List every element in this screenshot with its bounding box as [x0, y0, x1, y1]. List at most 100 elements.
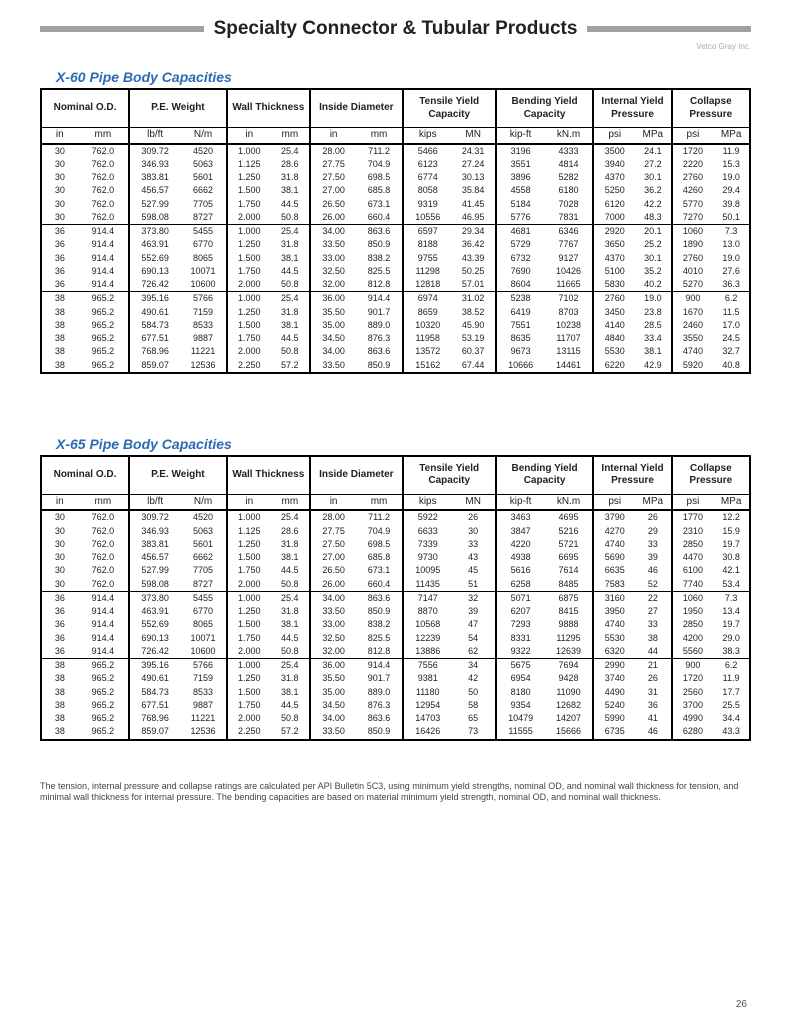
- cell: 10600: [180, 645, 226, 659]
- cell: 762.0: [78, 578, 129, 592]
- cell: 24.5: [713, 332, 750, 345]
- table-row: 38965.2768.96112212.00050.834.00863.6135…: [41, 345, 750, 358]
- col-group-header: Internal Yield Pressure: [593, 456, 671, 495]
- cell: 1.750: [227, 632, 271, 645]
- cell: 4010: [672, 265, 714, 278]
- cell: 1.750: [227, 332, 271, 345]
- cell: 46: [635, 564, 672, 577]
- brand-label: Vetco Gray Inc.: [40, 42, 751, 51]
- cell: 25.4: [271, 591, 310, 605]
- cell: 11221: [180, 712, 226, 725]
- col-unit-header: mm: [271, 494, 310, 510]
- cell: 4814: [545, 158, 594, 171]
- cell: 4740: [672, 345, 714, 358]
- cell: 53.19: [452, 332, 496, 345]
- cell: 15666: [545, 725, 594, 739]
- cell: 4200: [672, 632, 714, 645]
- col-group-header: Collapse Pressure: [672, 456, 750, 495]
- cell: 5690: [593, 551, 635, 564]
- cell: 7147: [403, 591, 452, 605]
- cell: 33.50: [310, 725, 356, 739]
- cell: 850.9: [356, 238, 402, 251]
- cell: 12.2: [713, 510, 750, 524]
- cell: 4490: [593, 686, 635, 699]
- cell: 8058: [403, 184, 452, 197]
- cell: 45: [452, 564, 496, 577]
- cell: 5250: [593, 184, 635, 197]
- cell: 965.2: [78, 725, 129, 739]
- col-group-header: Wall Thickness: [227, 89, 310, 128]
- table-row: 30762.0527.9977051.75044.526.50673.19319…: [41, 198, 750, 211]
- cell: 24.1: [635, 144, 672, 158]
- cell: 5766: [180, 659, 226, 673]
- table-row: 30762.0309.7245201.00025.428.00711.25466…: [41, 144, 750, 158]
- cell: 36: [41, 605, 78, 618]
- cell: 850.9: [356, 359, 402, 373]
- col-unit-header: kN.m: [545, 128, 594, 144]
- cell: 7.3: [713, 591, 750, 605]
- cell: 673.1: [356, 564, 402, 577]
- table-row: 38965.2584.7385331.50038.135.00889.01032…: [41, 319, 750, 332]
- cell: 36: [41, 632, 78, 645]
- cell: 527.99: [129, 564, 180, 577]
- cell: 31.8: [271, 238, 310, 251]
- cell: 859.07: [129, 725, 180, 739]
- col-group-header: Bending Yield Capacity: [496, 89, 594, 128]
- cell: 5770: [672, 198, 714, 211]
- cell: 36.3: [713, 278, 750, 292]
- cell: 27.75: [310, 158, 356, 171]
- cell: 7102: [545, 292, 594, 306]
- cell: 32.7: [713, 345, 750, 358]
- cell: 5100: [593, 265, 635, 278]
- col-group-header: Nominal O.D.: [41, 89, 129, 128]
- cell: 38: [41, 359, 78, 373]
- cell: 6954: [496, 672, 545, 685]
- cell: 38: [41, 672, 78, 685]
- cell: 914.4: [78, 605, 129, 618]
- cell: 660.4: [356, 211, 402, 225]
- cell: 762.0: [78, 211, 129, 225]
- cell: 50.8: [271, 712, 310, 725]
- cell: 36.2: [635, 184, 672, 197]
- cell: 825.5: [356, 265, 402, 278]
- cell: 914.4: [78, 265, 129, 278]
- cell: 965.2: [78, 306, 129, 319]
- cell: 8188: [403, 238, 452, 251]
- cell: 768.96: [129, 345, 180, 358]
- cell: 598.08: [129, 578, 180, 592]
- cell: 4740: [593, 618, 635, 631]
- cell: 850.9: [356, 605, 402, 618]
- cell: 48.3: [635, 211, 672, 225]
- cell: 30: [41, 551, 78, 564]
- cell: 30: [41, 211, 78, 225]
- cell: 7293: [496, 618, 545, 631]
- table-row: 38965.2677.5198871.75044.534.50876.31195…: [41, 332, 750, 345]
- cell: 7159: [180, 306, 226, 319]
- cell: 38: [41, 699, 78, 712]
- cell: 5616: [496, 564, 545, 577]
- table-row: 30762.0346.9350631.12528.627.75704.96633…: [41, 525, 750, 538]
- table-row: 30762.0527.9977051.75044.526.50673.11009…: [41, 564, 750, 577]
- col-unit-header: psi: [593, 128, 635, 144]
- cell: 36: [41, 225, 78, 239]
- cell: 27: [635, 605, 672, 618]
- cell: 10479: [496, 712, 545, 725]
- cell: 50.25: [452, 265, 496, 278]
- table-row: 38965.2768.96112212.00050.834.00863.6147…: [41, 712, 750, 725]
- cell: 726.42: [129, 645, 180, 659]
- cell: 54: [452, 632, 496, 645]
- cell: 914.4: [78, 278, 129, 292]
- cell: 914.4: [78, 225, 129, 239]
- cell: 27.2: [635, 158, 672, 171]
- cell: 28.6: [271, 525, 310, 538]
- cell: 463.91: [129, 238, 180, 251]
- cell: 19.0: [713, 171, 750, 184]
- col-unit-header: in: [310, 128, 356, 144]
- cell: 965.2: [78, 332, 129, 345]
- col-unit-header: lb/ft: [129, 128, 180, 144]
- cell: 1060: [672, 225, 714, 239]
- cell: 1.750: [227, 265, 271, 278]
- cell: 33.4: [635, 332, 672, 345]
- cell: 50.8: [271, 211, 310, 225]
- col-unit-header: kips: [403, 128, 452, 144]
